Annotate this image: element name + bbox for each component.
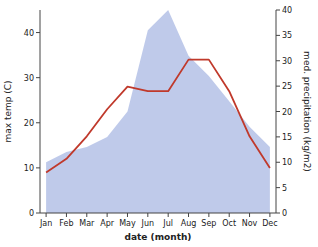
tick-label: 30 [282,57,292,66]
tick-mark [66,213,67,217]
tick-mark [229,213,230,217]
tick-mark [36,122,40,123]
tick-mark [188,213,189,217]
tick-label: 35 [282,31,292,40]
precip-area [46,10,270,213]
tick-mark [168,213,169,217]
tick-mark [276,187,280,188]
tick-mark [269,213,270,217]
tick-mark [276,213,280,214]
tick-label: 5 [282,184,287,193]
tick-label: 20 [282,108,292,117]
tick-mark [127,213,128,217]
tick-label: Nov [242,219,258,228]
chart: 0 10 20 30 40 0 5 10 15 20 25 30 35 40 Jan Feb Mar Apr May… [0,0,318,247]
x-axis-line [40,213,276,214]
tick-label: 40 [282,6,292,15]
chart-container: 0 10 20 30 40 0 5 10 15 20 25 30 35 40 Jan Feb Mar Apr May… [0,0,318,247]
tick-mark [208,213,209,217]
tick-label: 0 [29,209,34,218]
tick-mark [276,35,280,36]
tick-mark [276,136,280,137]
tick-label: Dec [262,219,277,228]
x-axis-label: date (month) [125,232,192,242]
tick-label: 0 [282,209,287,218]
y2-axis-label: med. precipitation (kg/m2) [302,51,312,172]
tick-label: Feb [59,219,73,228]
tick-label: 20 [24,119,34,128]
tick-label: Sep [201,219,216,228]
tick-mark [276,162,280,163]
temp-line [46,60,270,173]
tick-label: 10 [282,158,292,167]
tick-mark [107,213,108,217]
tick-label: Oct [222,219,236,228]
tick-label: 40 [24,29,34,38]
tick-label: Jun [141,219,155,228]
tick-mark [147,213,148,217]
tick-label: 15 [282,133,292,142]
y-axis-label: max temp (C) [3,80,13,142]
tick-label: Apr [100,219,115,228]
axes: 0 10 20 30 40 0 5 10 15 20 25 30 35 40 Jan Feb Mar Apr May… [3,6,312,242]
plot-area [46,10,270,213]
tick-mark [276,86,280,87]
tick-mark [249,213,250,217]
tick-mark [276,10,280,11]
tick-mark [36,32,40,33]
tick-label: 25 [282,82,292,91]
tick-mark [36,213,40,214]
tick-label: Mar [79,219,95,228]
y-axis-line [40,10,41,213]
tick-mark [276,60,280,61]
tick-label: Aug [181,219,197,228]
tick-mark [46,213,47,217]
tick-mark [276,111,280,112]
tick-mark [86,213,87,217]
tick-label: 30 [24,74,34,83]
tick-label: Jul [162,219,173,228]
tick-label: May [119,219,136,228]
tick-mark [36,167,40,168]
tick-label: Jan [39,219,52,228]
tick-label: 10 [24,164,34,173]
tick-mark [36,77,40,78]
